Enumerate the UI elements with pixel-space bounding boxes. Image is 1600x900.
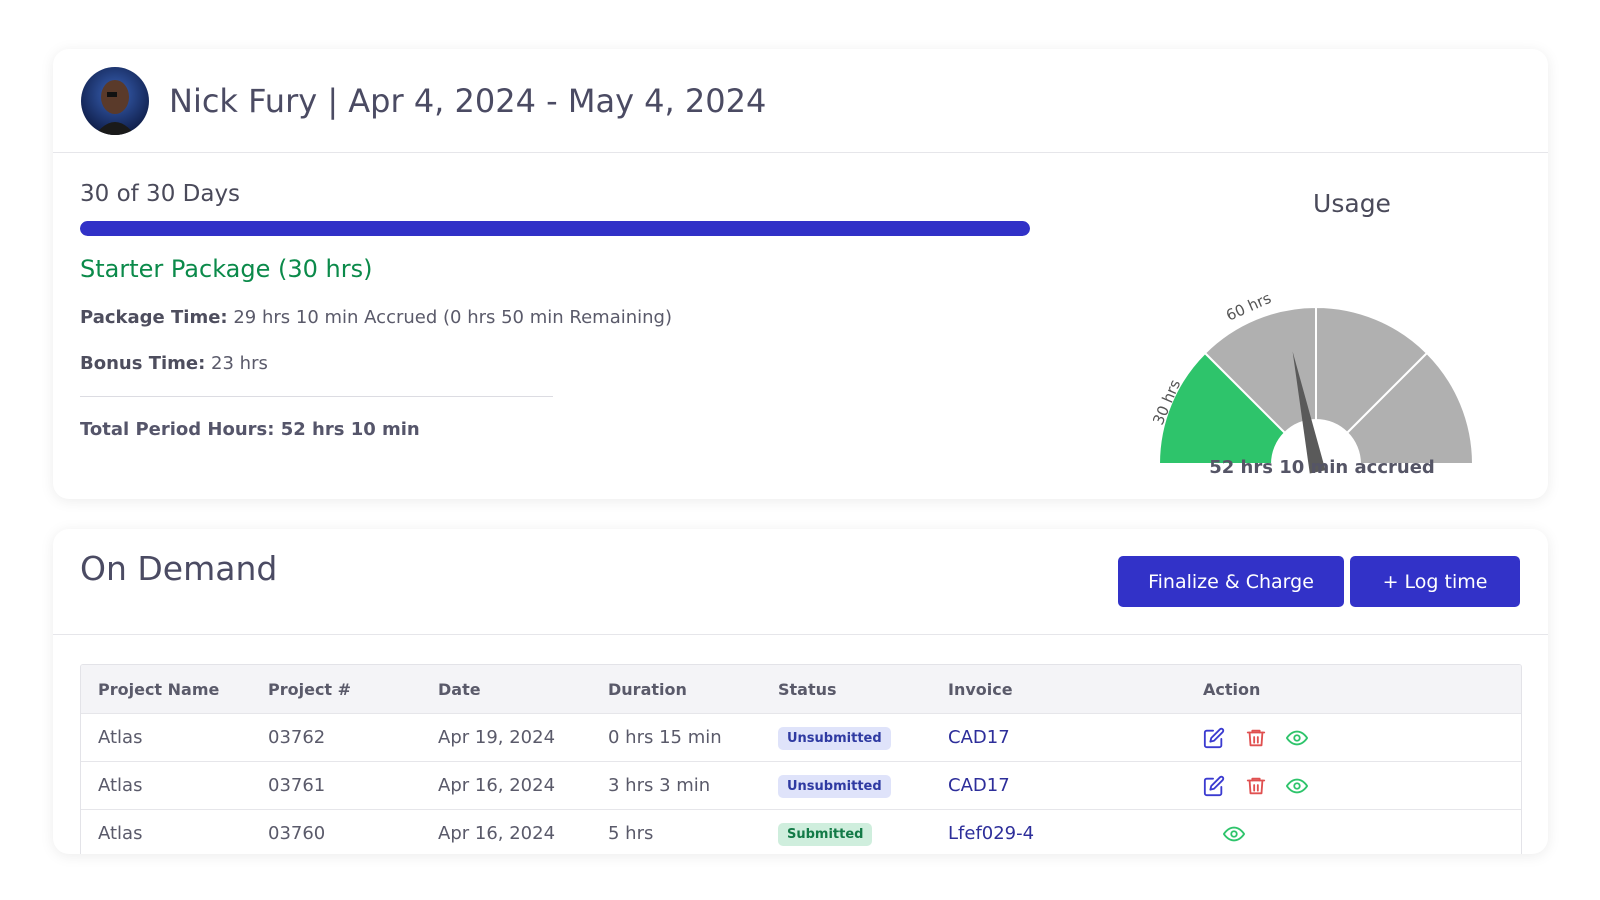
column-header[interactable]: Duration [591,665,761,714]
cell-project-number: 03761 [251,761,421,810]
cell-status: Unsubmitted [761,713,931,762]
invoice-link[interactable]: CAD17 [948,727,1010,748]
cell-duration: 0 hrs 15 min [591,713,761,762]
column-header[interactable]: Project Name [81,665,251,714]
cell-project-number: 03760 [251,809,421,854]
column-header[interactable]: Invoice [931,665,1186,714]
days-progress-bar [80,221,1030,236]
bonus-time-label: Bonus Time: [80,353,206,374]
cell-invoice: CAD17 [931,713,1186,762]
gauge-segment [1345,351,1475,465]
log-time-button[interactable]: + Log time [1350,556,1520,607]
package-time-label: Package Time: [80,307,228,328]
on-demand-table: Project Name Project # Date Duration Sta… [80,664,1522,854]
cell-project-name: Atlas [81,809,251,854]
cell-date: Apr 19, 2024 [421,713,591,762]
user-avatar-icon [81,66,149,135]
trash-icon[interactable] [1245,727,1267,749]
table-row: Atlas 03760 Apr 16, 2024 5 hrs Submitted… [81,809,1521,854]
cell-project-number: 03762 [251,713,421,762]
package-title: Starter Package (30 hrs) [80,255,373,283]
invoice-link[interactable]: Lfef029-4 [948,823,1035,844]
cell-actions [1186,761,1521,810]
package-time-value: 29 hrs 10 min Accrued (0 hrs 50 min Rema… [233,307,673,328]
bonus-time-line: Bonus Time: 23 hrs [80,353,268,374]
edit-icon[interactable] [1203,775,1225,797]
gauge-segment [1157,351,1287,465]
table-row: Atlas 03761 Apr 16, 2024 3 hrs 3 min Uns… [81,761,1521,810]
cell-duration: 5 hrs [591,809,761,854]
cell-status: Submitted [761,809,931,854]
package-time-line: Package Time: 29 hrs 10 min Accrued (0 h… [80,307,672,328]
cell-invoice: Lfef029-4 [931,809,1186,854]
gauge-segment [1203,305,1317,435]
edit-icon[interactable] [1203,727,1225,749]
total-period-hours: Total Period Hours: 52 hrs 10 min [80,419,420,440]
days-progress-label: 30 of 30 Days [80,181,241,207]
cell-actions [1186,809,1521,854]
eye-icon[interactable] [1286,775,1309,797]
cell-status: Unsubmitted [761,761,931,810]
cell-actions [1186,713,1521,762]
summary-header: Nick Fury | Apr 4, 2024 - May 4, 2024 [53,49,1548,153]
status-badge: Unsubmitted [778,726,891,750]
eye-icon[interactable] [1223,823,1245,845]
column-header: Action [1186,665,1521,714]
days-progress-fill [80,221,1030,236]
usage-gauge: 30 hrs 60 hrs [1153,289,1475,474]
bonus-time-value: 23 hrs [211,353,268,374]
cell-date: Apr 16, 2024 [421,761,591,810]
cell-project-name: Atlas [81,713,251,762]
gauge-segment [1315,305,1429,435]
column-header[interactable]: Status [761,665,931,714]
eye-icon[interactable] [1286,727,1309,749]
cell-date: Apr 16, 2024 [421,809,591,854]
cell-duration: 3 hrs 3 min [591,761,761,810]
table-header-row: Project Name Project # Date Duration Sta… [81,665,1521,714]
usage-title: Usage [1313,189,1391,218]
status-badge: Submitted [778,822,873,846]
cell-invoice: CAD17 [931,761,1186,810]
column-header[interactable]: Date [421,665,591,714]
section-title: On Demand [80,549,278,588]
finalize-charge-button[interactable]: Finalize & Charge [1118,556,1344,607]
on-demand-card: On Demand Finalize & Charge + Log time P… [53,529,1548,854]
usage-caption: 52 hrs 10 min accrued [1209,457,1435,478]
trash-icon[interactable] [1245,775,1267,797]
gauge-needle [1292,351,1326,474]
summary-card: Nick Fury | Apr 4, 2024 - May 4, 2024 30… [53,49,1548,499]
invoice-link[interactable]: CAD17 [948,775,1010,796]
page-title: Nick Fury | Apr 4, 2024 - May 4, 2024 [169,81,767,120]
summary-divider [80,396,553,397]
column-header[interactable]: Project # [251,665,421,714]
cell-project-name: Atlas [81,761,251,810]
table-row: Atlas 03762 Apr 19, 2024 0 hrs 15 min Un… [81,713,1521,762]
section-divider [53,634,1548,635]
status-badge: Unsubmitted [778,774,891,798]
